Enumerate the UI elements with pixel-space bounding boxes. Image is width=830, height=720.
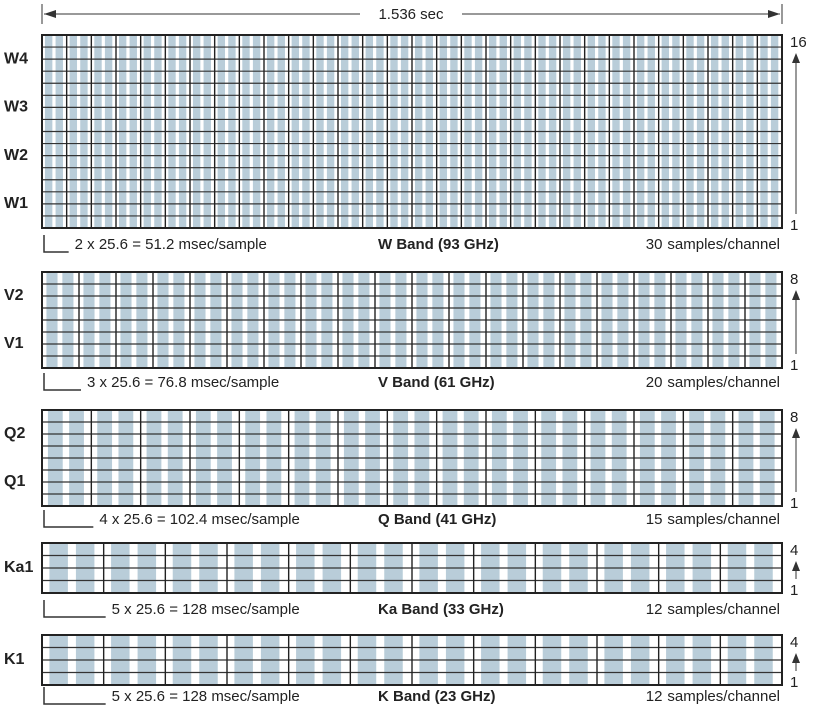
samples-caption: 15 samples/channel	[646, 511, 780, 528]
axis-top: 8	[790, 271, 798, 288]
samples-caption: 12 samples/channel	[646, 601, 780, 618]
axis-bottom: 1	[790, 495, 798, 512]
channel-label: W2	[4, 147, 28, 164]
arrowhead	[792, 290, 800, 300]
duration-label: 1.536 sec	[378, 6, 444, 23]
samples-unit: samples/channel	[667, 511, 780, 528]
band-frame	[41, 542, 783, 594]
sample-bracket	[43, 235, 69, 253]
sample-time: 4 x 25.6 = 102.4 msec/sample	[99, 511, 300, 528]
arrowhead	[792, 428, 800, 438]
samples-count: 12	[646, 601, 663, 618]
sample-bracket	[43, 600, 106, 618]
samples-unit: samples/channel	[667, 601, 780, 618]
channel-label: W4	[4, 50, 28, 67]
axis-top: 16	[790, 34, 807, 51]
channel-label: K1	[4, 651, 25, 668]
channel-label: Q2	[4, 425, 25, 442]
axis-bottom: 1	[790, 357, 798, 374]
axis-top: 8	[790, 409, 798, 426]
arrowhead	[792, 53, 800, 63]
samples-caption: 12 samples/channel	[646, 688, 780, 705]
samples-count: 30	[646, 236, 663, 253]
channel-label: V2	[4, 287, 24, 304]
band-name: Ka Band (33 GHz)	[378, 601, 504, 618]
sample-bracket	[43, 687, 106, 705]
sample-time: 3 x 25.6 = 76.8 msec/sample	[87, 374, 279, 391]
channel-label: V1	[4, 335, 24, 352]
samples-count: 12	[646, 688, 663, 705]
samples-caption: 30 samples/channel	[646, 236, 780, 253]
channel-label: W3	[4, 99, 28, 116]
axis-bottom: 1	[790, 582, 798, 599]
channel-label: Q1	[4, 473, 25, 490]
axis-bottom: 1	[790, 674, 798, 691]
channel-label: W1	[4, 195, 28, 212]
samples-unit: samples/channel	[667, 688, 780, 705]
arrowhead	[768, 10, 780, 18]
axis-top: 4	[790, 634, 798, 651]
samples-unit: samples/channel	[667, 236, 780, 253]
samples-count: 15	[646, 511, 663, 528]
band-frame	[41, 271, 783, 369]
band-name: K Band (23 GHz)	[378, 688, 496, 705]
sample-time: 2 x 25.6 = 51.2 msec/sample	[75, 236, 267, 253]
band-frame	[41, 634, 783, 686]
sample-bracket	[43, 373, 81, 391]
samples-caption: 20 samples/channel	[646, 374, 780, 391]
band-name: Q Band (41 GHz)	[378, 511, 496, 528]
arrowhead	[44, 10, 56, 18]
axis-bottom: 1	[790, 217, 798, 234]
arrowhead	[792, 653, 800, 663]
samples-unit: samples/channel	[667, 374, 780, 391]
sample-bracket	[43, 510, 94, 528]
arrowhead	[792, 561, 800, 571]
band-frame	[41, 409, 783, 507]
samples-count: 20	[646, 374, 663, 391]
sample-time: 5 x 25.6 = 128 msec/sample	[112, 601, 300, 618]
axis-top: 4	[790, 542, 798, 559]
band-name: V Band (61 GHz)	[378, 374, 495, 391]
sample-time: 5 x 25.6 = 128 msec/sample	[112, 688, 300, 705]
band-name: W Band (93 GHz)	[378, 236, 499, 253]
band-frame	[41, 34, 783, 229]
channel-label: Ka1	[4, 559, 33, 576]
